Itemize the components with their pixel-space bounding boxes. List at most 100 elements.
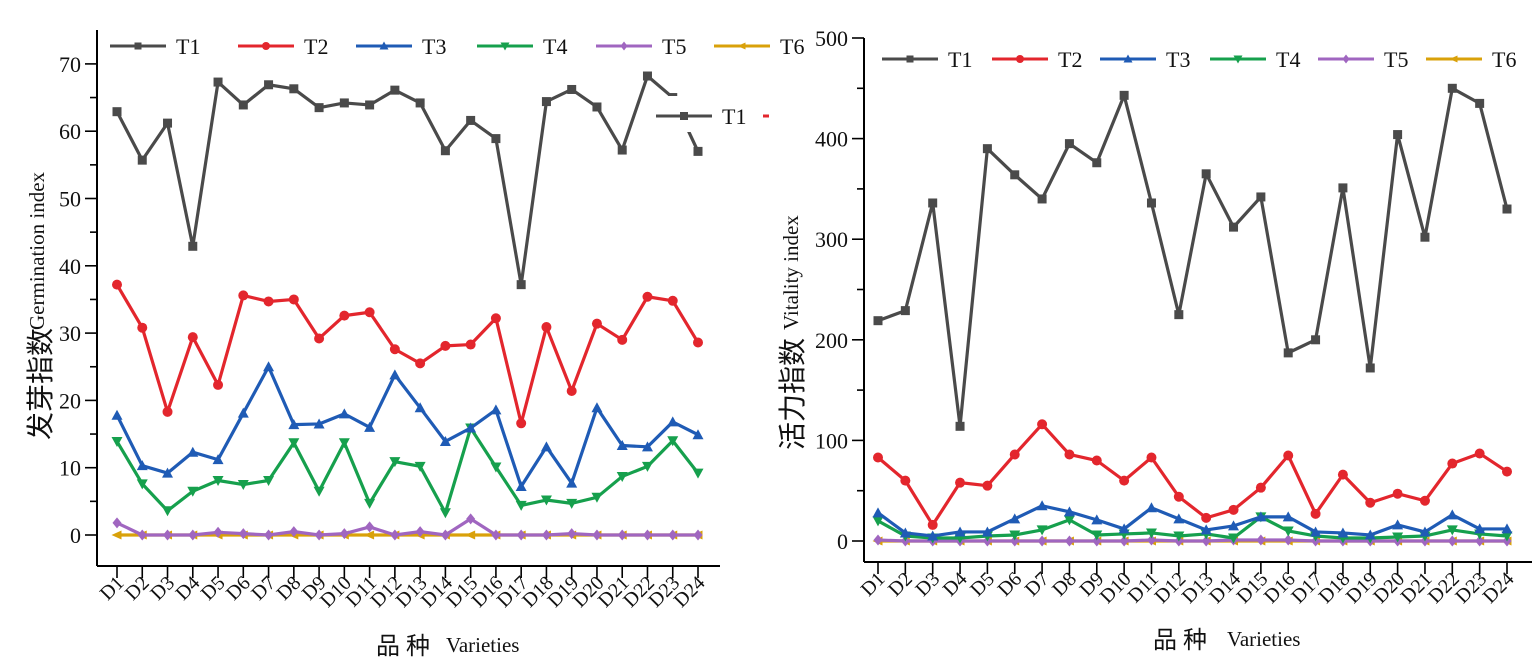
left-t3-point (237, 407, 249, 418)
right-y-tick-label: 300 (815, 227, 848, 252)
right-t5-line (877, 538, 1507, 543)
left-t4-point (616, 471, 628, 482)
left-t5-point (188, 529, 198, 541)
right-y-axis-title-cn: 活力指数 (777, 338, 809, 450)
left-y-tick-label: 70 (59, 52, 81, 77)
left-legend-marker-icon (620, 41, 628, 51)
right-y-tick-label: 100 (815, 428, 848, 453)
right-t5-point (1092, 535, 1102, 547)
right-t3-point (1310, 526, 1322, 537)
left-t4-point (667, 436, 679, 447)
left-t5-point (365, 521, 375, 533)
right-t4-point (1145, 528, 1157, 539)
left-t3-point (338, 408, 350, 419)
left-t4-point (162, 506, 174, 517)
left-t5-line (116, 517, 698, 537)
left-t3-point (641, 441, 653, 452)
right-t1-point (1420, 232, 1430, 242)
left-t2-point (112, 279, 122, 290)
left-t5-point (415, 526, 425, 538)
left-t6-point (364, 530, 375, 540)
right-t3-point (1228, 520, 1240, 531)
right-t3-point (1063, 506, 1075, 517)
left-t3-point (263, 361, 275, 372)
left-t1-point (188, 241, 198, 251)
left-t3-point (616, 439, 628, 450)
right-t3-point (872, 507, 884, 518)
left-t5-point (567, 528, 577, 540)
left-series-t4 (111, 423, 704, 519)
left-t5-point (440, 529, 450, 541)
right-t2-point (1474, 448, 1485, 459)
left-t2-point (465, 339, 476, 350)
left-legend-label: T5 (662, 34, 686, 59)
right-legend-label: T5 (1384, 47, 1408, 72)
right-t3-point (1145, 502, 1157, 513)
right-t1-point (955, 421, 965, 431)
left-y-tick-label: 20 (59, 388, 81, 413)
left-y-tick-label: 50 (59, 187, 81, 212)
left-t2-point (187, 332, 198, 343)
left-t1-point (163, 118, 173, 128)
right-t3-line (877, 504, 1507, 538)
right-t2-point (1502, 466, 1512, 477)
left-t3-line (115, 365, 699, 489)
overlay-legend-label: T1 (722, 104, 746, 129)
right-legend-marker-icon (1016, 55, 1024, 63)
right-legend-label: T2 (1058, 47, 1082, 72)
left-t1-line (115, 74, 700, 287)
left-t5-point (163, 529, 173, 541)
right-t4-point (1009, 530, 1021, 541)
left-series-t5 (112, 513, 703, 541)
left-legend-label: T6 (780, 34, 804, 59)
right-t3-point (1501, 523, 1513, 534)
right-t3-point (954, 526, 966, 537)
left-series (111, 71, 704, 541)
left-t4-point (591, 492, 603, 503)
right-legend: T1 T2 T3 T4 T5 T6 (882, 47, 1516, 72)
left-series-t1 (112, 71, 703, 290)
left-t3-point (187, 446, 199, 457)
left-legend-item-t4: T4 (477, 34, 567, 59)
right-t5-point (1010, 535, 1020, 547)
right-t2-point (1228, 504, 1239, 515)
left-t1-point (390, 85, 400, 95)
right-t1-point (1229, 222, 1239, 232)
left-legend-label: T2 (304, 34, 328, 59)
left-t3-point (490, 404, 502, 415)
left-legend-label: T4 (543, 34, 567, 59)
left-t1-point (415, 98, 425, 108)
right-legend-item-t3: T3 (1100, 47, 1190, 72)
right-legend-label: T4 (1276, 47, 1300, 72)
right-t2-point (900, 475, 911, 486)
right-t2-point (982, 480, 993, 491)
left-t1-point (693, 146, 703, 156)
left-t5-point (592, 529, 602, 541)
left-t4-point (338, 438, 350, 449)
right-t2-point (1146, 452, 1157, 463)
right-t2-point (1173, 491, 1184, 502)
left-t2-point (137, 322, 148, 333)
right-t3-point (1282, 511, 1294, 522)
left-y-axis-title-cn: 发芽指数 (25, 328, 57, 440)
right-t1-point (1393, 130, 1403, 140)
right-legend-item-t6: T6 (1426, 47, 1516, 72)
left-t1-point (491, 134, 501, 144)
left-t4-point (490, 462, 502, 473)
right-t3-point (1446, 509, 1458, 520)
left-x-axis-title: Varieties (446, 633, 519, 657)
left-t4-point (111, 436, 123, 447)
left-y-tick-label: 40 (59, 254, 81, 279)
left-t1-point (567, 84, 577, 94)
right-t3-point (1118, 523, 1130, 534)
right-t5-point (1064, 535, 1074, 547)
left-legend-marker-icon (737, 42, 746, 50)
right-t2-point (1365, 497, 1376, 508)
left-t2-point (213, 379, 224, 390)
right-t2-point (927, 519, 938, 530)
right-t1-point (1174, 310, 1184, 320)
left-t3-point (591, 402, 603, 413)
right-t1-point (1037, 194, 1047, 204)
right-legend-marker-icon (1449, 55, 1458, 63)
left-t5-point (516, 529, 526, 541)
